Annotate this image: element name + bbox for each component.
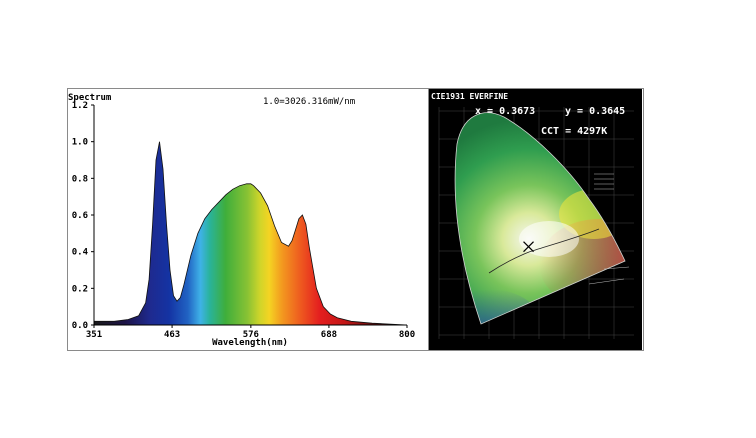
cie-cct-readout: CCT = 4297K — [541, 126, 607, 137]
spectrum-outline — [94, 141, 408, 326]
cie-x-readout: x = 0.3673 — [475, 106, 535, 117]
panel-divider — [428, 88, 429, 350]
y-tick-label: 0.4 — [72, 248, 89, 258]
y-tick-label: 1.2 — [72, 101, 88, 111]
x-tick-label: 463 — [164, 330, 180, 340]
x-tick-label: 688 — [321, 330, 337, 340]
x-tick-label: 800 — [399, 330, 415, 340]
x-tick-label: 351 — [86, 330, 102, 340]
cie-y-readout: y = 0.3645 — [565, 106, 625, 117]
spectrum-title: Spectrum — [68, 93, 112, 103]
spectrum-area — [94, 141, 407, 325]
chromaticity-point-marker — [523, 241, 534, 253]
spectrum-annotation: 1.0=3026.316mW/nm — [263, 97, 355, 107]
y-tick-label: 0.0 — [72, 321, 88, 331]
spectrum-chart: Spectrum 1.0=3026.316mW/nm 0.0 0.2 0.4 0.6 0… — [68, 93, 415, 348]
cie-chart: CIE1931 EVERFINE x = 0.3673 y = 0.3645 C… — [429, 89, 642, 350]
y-tick-label: 1.0 — [72, 138, 88, 148]
spectrum-x-label: Wavelength(nm) — [212, 338, 288, 348]
cie-side-marks — [588, 173, 630, 285]
y-tick-label: 0.8 — [72, 174, 88, 184]
y-tick-label: 0.2 — [72, 284, 88, 294]
x-tick-label: 576 — [243, 330, 259, 340]
chromaticity-point — [523, 241, 534, 253]
cie-planckian-locus — [488, 228, 600, 274]
cie-title: CIE1931 EVERFINE — [431, 92, 508, 101]
y-tick-label: 0.6 — [72, 211, 88, 221]
